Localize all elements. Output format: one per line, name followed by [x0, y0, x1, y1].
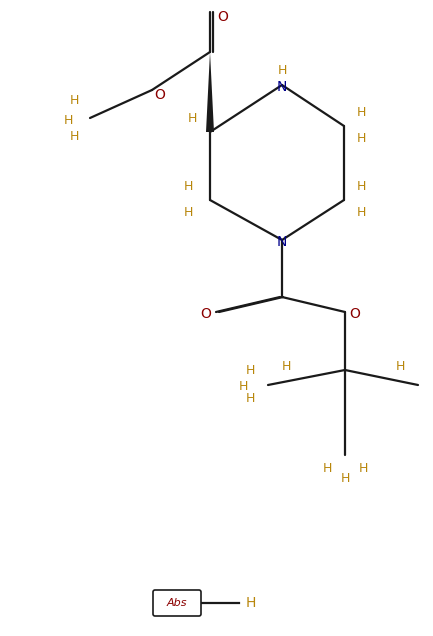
Text: H: H [246, 596, 256, 610]
Text: H: H [69, 93, 79, 106]
Text: H: H [340, 473, 350, 485]
FancyBboxPatch shape [153, 590, 201, 616]
Text: O: O [155, 88, 165, 102]
Text: N: N [277, 80, 287, 94]
Text: O: O [217, 10, 229, 24]
Text: H: H [63, 113, 73, 127]
Text: H: H [187, 111, 197, 125]
Text: H: H [356, 106, 366, 120]
Text: H: H [322, 462, 332, 476]
Text: O: O [349, 307, 360, 321]
Text: H: H [281, 361, 291, 373]
Text: Abs: Abs [167, 598, 187, 608]
Text: H: H [431, 364, 433, 378]
Text: H: H [183, 205, 193, 219]
Text: H: H [356, 181, 366, 193]
Text: H: H [395, 361, 405, 373]
Text: H: H [356, 132, 366, 144]
Text: H: H [246, 364, 255, 378]
Text: H: H [359, 462, 368, 476]
Text: H: H [69, 130, 79, 142]
Text: H: H [238, 380, 248, 394]
Text: N: N [277, 235, 287, 249]
Text: H: H [431, 392, 433, 406]
Text: H: H [183, 179, 193, 193]
Polygon shape [206, 52, 214, 132]
Text: H: H [277, 64, 287, 78]
Text: H: H [246, 392, 255, 406]
Text: O: O [200, 307, 211, 321]
Text: H: H [356, 205, 366, 219]
